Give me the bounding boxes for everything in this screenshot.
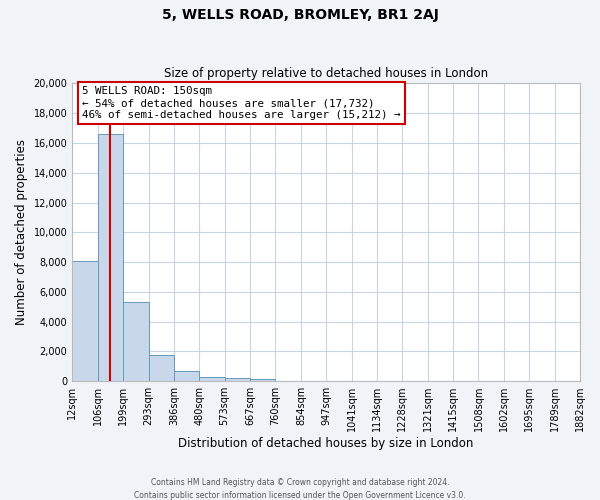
X-axis label: Distribution of detached houses by size in London: Distribution of detached houses by size … bbox=[178, 437, 474, 450]
Bar bbox=[174, 370, 199, 381]
Bar bbox=[123, 302, 149, 381]
Text: 5, WELLS ROAD, BROMLEY, BR1 2AJ: 5, WELLS ROAD, BROMLEY, BR1 2AJ bbox=[161, 8, 439, 22]
Bar bbox=[224, 378, 250, 381]
Title: Size of property relative to detached houses in London: Size of property relative to detached ho… bbox=[164, 66, 488, 80]
Text: 5 WELLS ROAD: 150sqm
← 54% of detached houses are smaller (17,732)
46% of semi-d: 5 WELLS ROAD: 150sqm ← 54% of detached h… bbox=[82, 86, 401, 120]
Text: Contains HM Land Registry data © Crown copyright and database right 2024.
Contai: Contains HM Land Registry data © Crown c… bbox=[134, 478, 466, 500]
Bar bbox=[72, 260, 98, 381]
Bar bbox=[199, 376, 224, 381]
Bar bbox=[250, 379, 275, 381]
Y-axis label: Number of detached properties: Number of detached properties bbox=[15, 140, 28, 326]
Bar bbox=[149, 355, 174, 381]
Bar bbox=[98, 134, 123, 381]
